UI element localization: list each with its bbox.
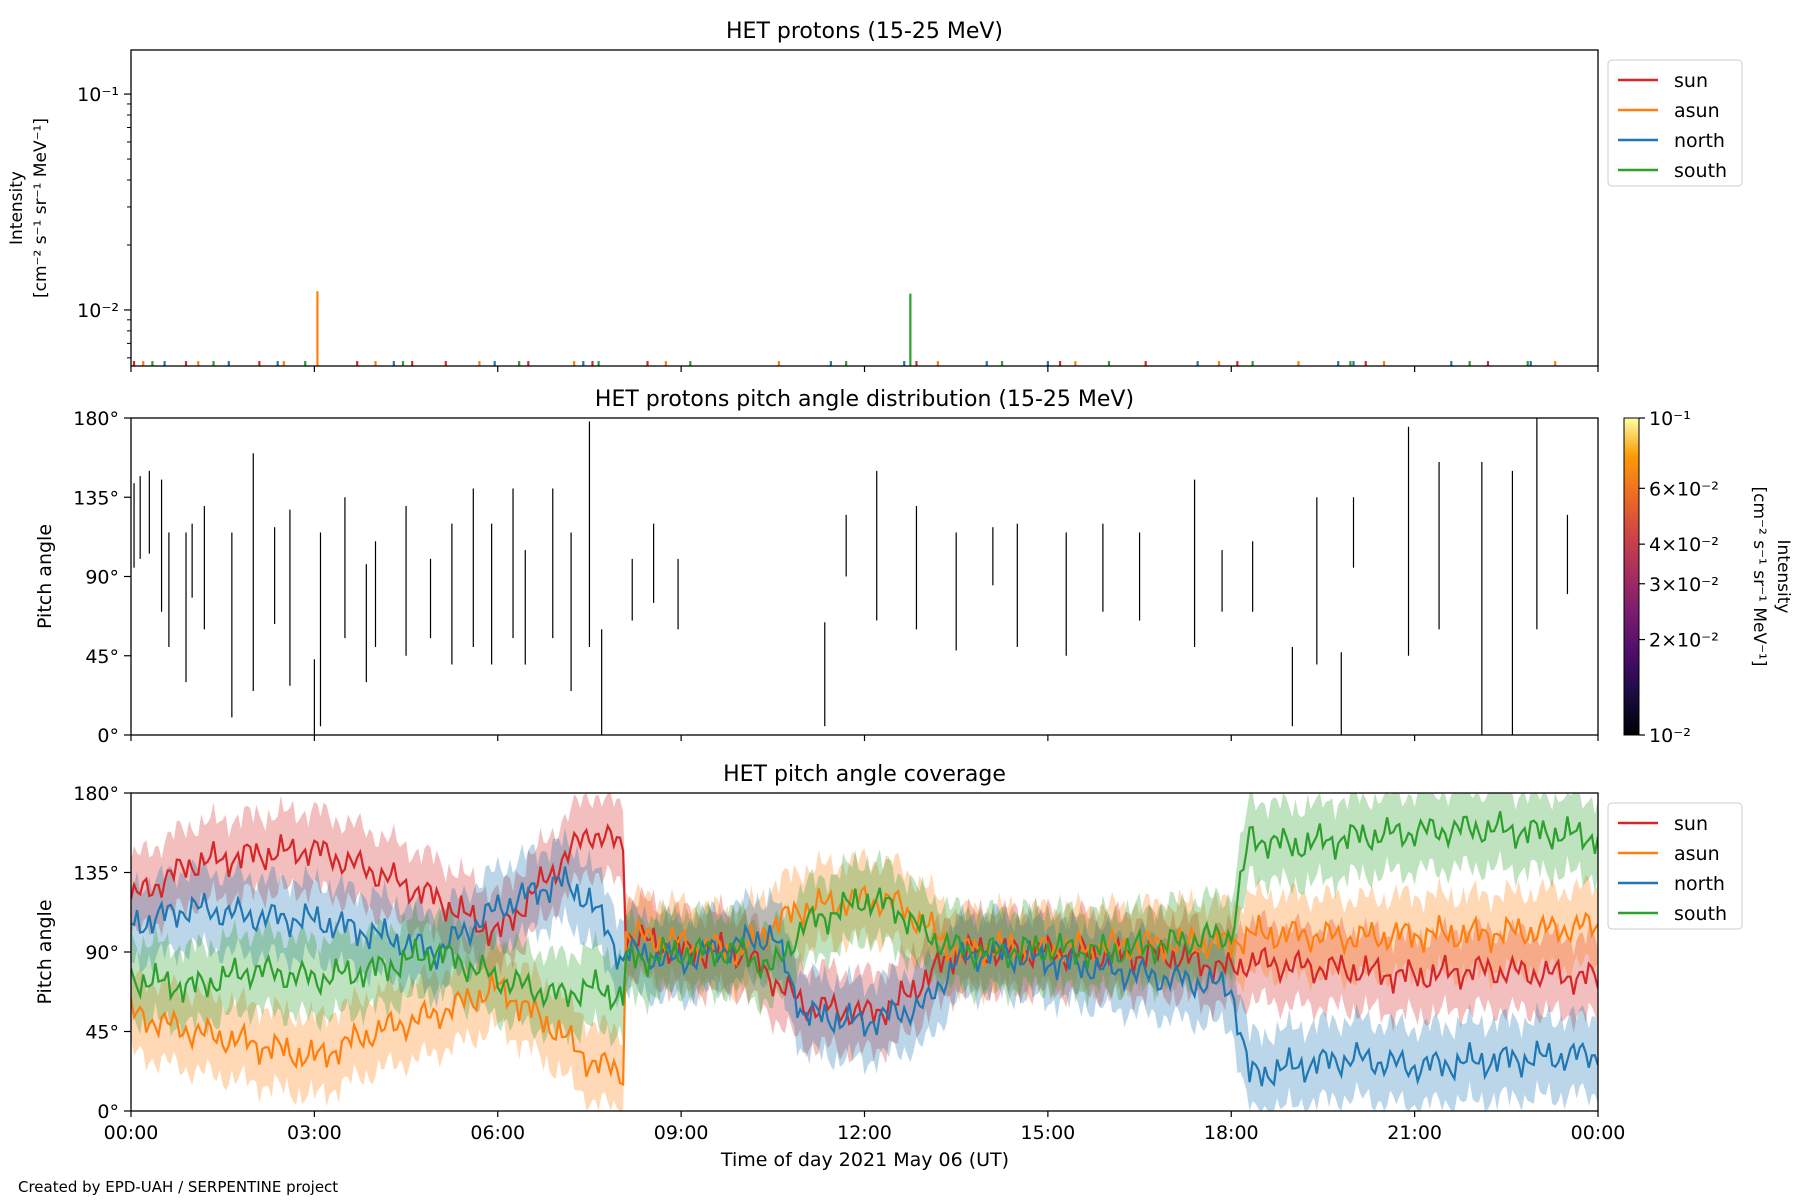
y-axis-label: Pitch angle bbox=[34, 524, 56, 629]
coverage-line-sun bbox=[131, 823, 1598, 1026]
chart-title: HET protons (15-25 MeV) bbox=[726, 19, 1003, 44]
legend-box bbox=[1607, 802, 1743, 930]
y-axis-label: Intensity [cm⁻² s⁻¹ sr⁻¹ MeV⁻¹] bbox=[7, 118, 51, 298]
x-tick-label: 21:00 bbox=[1387, 1122, 1442, 1144]
y-tick-label: 10⁻¹ bbox=[77, 84, 119, 106]
legend-label-sun: sun bbox=[1674, 70, 1708, 92]
intensity-panel: HET protons (15-25 MeV) 10⁻¹ 10⁻² Intensity… bbox=[7, 19, 1743, 372]
coverage-band-asun bbox=[131, 848, 1598, 1111]
axes-frame bbox=[130, 417, 1599, 736]
colorbar-tick-label: 10⁻² bbox=[1649, 725, 1691, 747]
chart-title: HET protons pitch angle distribution (15… bbox=[595, 387, 1134, 412]
x-tick-label: 06:00 bbox=[470, 1122, 525, 1144]
legend: sun asun north south bbox=[1607, 59, 1743, 187]
x-tick-label: 12:00 bbox=[837, 1122, 892, 1144]
pitch-angle-distribution-panel: HET protons pitch angle distribution (15… bbox=[34, 387, 1599, 747]
colorbar-tick-label: 6×10⁻² bbox=[1649, 478, 1719, 500]
legend-label-asun: asun bbox=[1674, 100, 1720, 122]
y-axis-label-line: Intensity bbox=[7, 171, 27, 245]
y-tick-label: 135° bbox=[73, 863, 119, 885]
coverage-band-sun bbox=[131, 793, 1598, 1064]
colorbar-label-line: Intensity bbox=[1773, 540, 1793, 614]
coverage-plot-area bbox=[131, 793, 1598, 1111]
footer-credit: Created by EPD-UAH / SERPENTINE project bbox=[18, 1178, 338, 1196]
pitch-angle-coverage-panel: HET pitch angle coverage 0° 45° 90° 135° 180°… bbox=[34, 762, 1743, 1144]
x-tick-label: 00:00 bbox=[104, 1122, 159, 1144]
colorbar-gradient bbox=[1623, 417, 1640, 736]
y-axis-label: Pitch angle bbox=[34, 899, 56, 1004]
legend-label-sun: sun bbox=[1674, 813, 1708, 835]
colorbar-label-line: [cm⁻² s⁻¹ sr⁻¹ MeV⁻¹] bbox=[1749, 487, 1769, 667]
x-tick-label: 15:00 bbox=[1020, 1122, 1075, 1144]
coverage-line-north bbox=[131, 866, 1598, 1087]
y-tick-label: 90° bbox=[85, 942, 119, 964]
axes-frame bbox=[130, 49, 1599, 367]
y-tick-label: 0° bbox=[97, 1101, 119, 1123]
legend-label-north: north bbox=[1674, 130, 1725, 152]
colorbar-label: Intensity[cm⁻² s⁻¹ sr⁻¹ MeV⁻¹] bbox=[1749, 487, 1793, 667]
coverage-line-asun bbox=[131, 884, 1598, 1087]
colorbar-tick-label: 3×10⁻² bbox=[1649, 574, 1719, 596]
legend-label-north: north bbox=[1674, 873, 1725, 895]
legend-label-south: south bbox=[1674, 903, 1727, 925]
x-axis-label: Time of day 2021 May 06 (UT) bbox=[720, 1149, 1009, 1171]
colorbar-tick-label: 10⁻¹ bbox=[1649, 408, 1691, 430]
legend-label-asun: asun bbox=[1674, 843, 1720, 865]
x-tick-label: 00:00 bbox=[1571, 1122, 1626, 1144]
y-tick-label: 90° bbox=[85, 567, 119, 589]
y-tick-label: 10⁻² bbox=[77, 300, 119, 322]
coverage-line-south bbox=[131, 811, 1598, 1012]
legend-box bbox=[1607, 59, 1743, 187]
y-axis-label-line: [cm⁻² s⁻¹ sr⁻¹ MeV⁻¹] bbox=[31, 118, 51, 298]
x-tick-label: 03:00 bbox=[287, 1122, 342, 1144]
x-tick-label: 18:00 bbox=[1204, 1122, 1259, 1144]
y-tick-label: 0° bbox=[97, 725, 119, 747]
colorbar: 10⁻¹ 6×10⁻² 4×10⁻² 3×10⁻² 2×10⁻² 10⁻² Intensit… bbox=[1623, 408, 1793, 747]
colorbar-tick-label: 2×10⁻² bbox=[1649, 630, 1719, 652]
colorbar-tick-label: 4×10⁻² bbox=[1649, 534, 1719, 556]
y-tick-label: 45° bbox=[85, 1022, 119, 1044]
y-tick-label: 135° bbox=[73, 487, 119, 509]
x-tick-label: 09:00 bbox=[654, 1122, 709, 1144]
y-tick-label: 180° bbox=[73, 408, 119, 430]
chart-title: HET pitch angle coverage bbox=[723, 762, 1006, 787]
legend-label-south: south bbox=[1674, 160, 1727, 182]
y-tick-label: 180° bbox=[73, 783, 119, 805]
legend: sun asun north south bbox=[1607, 802, 1743, 930]
y-tick-label: 45° bbox=[85, 646, 119, 668]
